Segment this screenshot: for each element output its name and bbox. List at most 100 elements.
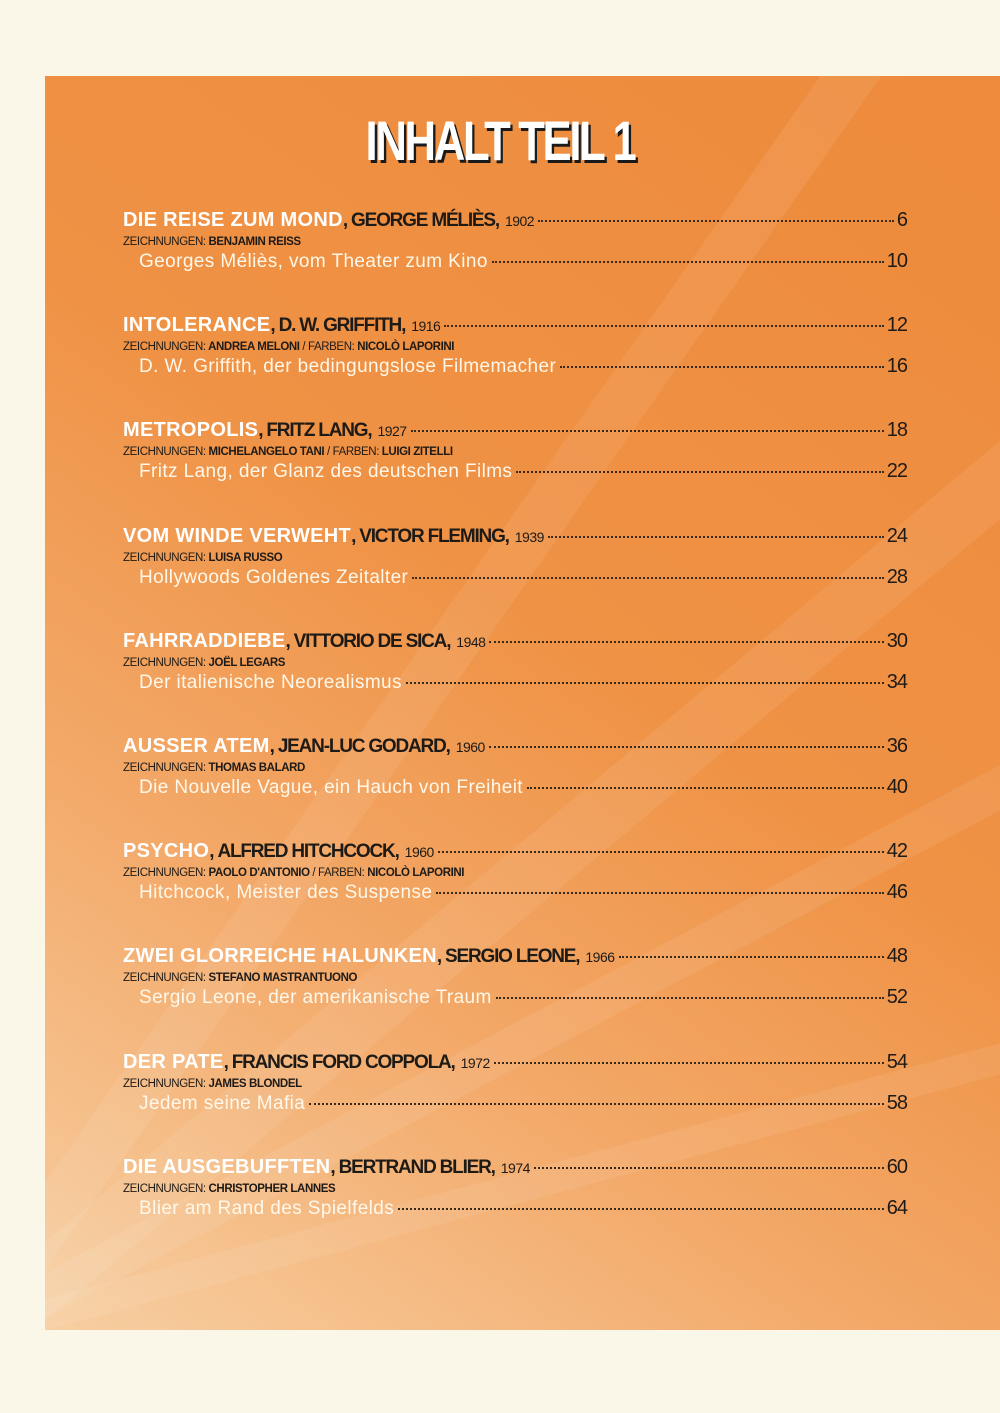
illustrator: ANDREA MELONI: [208, 341, 300, 354]
page-number: 54: [886, 1050, 908, 1073]
year: 1974: [500, 1159, 531, 1176]
comma: ,: [445, 735, 451, 757]
credits: ZEICHNUNGEN: MICHELANGELO TANI / FARBEN:…: [123, 446, 907, 458]
film-title: AUSSER ATEM: [123, 734, 270, 757]
comma: ,: [450, 1051, 456, 1073]
drawings-label: ZEICHNUNGEN:: [123, 446, 206, 459]
director: D. W. GRIFFITH: [278, 315, 403, 337]
drawings-label: ZEICHNUNGEN:: [123, 1077, 206, 1090]
toc-entry: FAHRRADDIEBE, VITTORIO DE SICA, 1948 30 Z…: [123, 630, 908, 735]
toc-entry: VOM WINDE VERWEHT, VICTOR FLEMING, 1939 2…: [123, 524, 908, 630]
film-title: VOM WINDE VERWEHT: [123, 524, 352, 547]
essay-row[interactable]: Sergio Leone, der amerikanische Traum 52: [123, 986, 908, 1009]
credits: ZEICHNUNGEN: BENJAMIN REISS: [123, 236, 907, 248]
page-number: 22: [886, 460, 908, 483]
orange-panel: [45, 76, 1000, 1330]
page-title: INHALT TEIL 1: [365, 109, 637, 172]
comma: ,: [401, 315, 406, 337]
director: GEORGE MÉLIÈS: [351, 210, 496, 231]
comma: ,: [285, 630, 294, 652]
essay-row[interactable]: Hitchcock, Meister des Suspense 46: [123, 881, 908, 904]
dot-leader: [412, 576, 884, 579]
film-row[interactable]: VOM WINDE VERWEHT, VICTOR FLEMING, 1939 2…: [123, 524, 908, 548]
essay-title: Georges Méliès, vom Theater zum Kino: [139, 251, 488, 272]
film-row[interactable]: METROPOLIS, FRITZ LANG, 1927 18: [123, 419, 908, 442]
toc-entry: METROPOLIS, FRITZ LANG, 1927 18 ZEICHNUNG…: [123, 419, 908, 524]
colors-label: FARBEN:: [332, 446, 380, 459]
film-row[interactable]: DER PATE, FRANCIS FORD COPPOLA, 1972 54: [123, 1050, 908, 1074]
film-title: PSYCHO: [123, 840, 210, 863]
essay-row[interactable]: Fritz Lang, der Glanz des deutschen Film…: [123, 460, 908, 483]
separator: /: [326, 446, 330, 459]
film-row[interactable]: FAHRRADDIEBE, VITTORIO DE SICA, 1948 30: [123, 630, 908, 653]
director: SERGIO LEONE: [445, 946, 576, 968]
dot-leader: [516, 471, 884, 474]
page-number: 52: [886, 986, 908, 1009]
year: 1948: [456, 633, 486, 650]
comma: ,: [575, 946, 580, 968]
page-number: 10: [886, 250, 908, 272]
dot-leader: [491, 261, 884, 263]
film-row[interactable]: PSYCHO, ALFRED HITCHCOCK, 1960 42: [123, 840, 908, 863]
essay-row[interactable]: Hollywoods Goldenes Zeitalter 28: [123, 566, 908, 589]
film-row[interactable]: ZWEI GLORREICHE HALUNKEN, SERGIO LEONE, 1…: [123, 945, 908, 968]
comma: ,: [270, 315, 279, 337]
dot-leader: [618, 956, 884, 959]
toc-entry: INTOLERANCE, D. W. GRIFFITH, 1916 12 ZEIC…: [123, 314, 908, 419]
director: BERTRAND BLIER: [338, 1156, 492, 1178]
colorist: LUIGI ZITELLI: [381, 446, 453, 459]
drawings-label: ZEICHNUNGEN:: [123, 1182, 206, 1195]
illustrator: CHRISTOPHER LANNES: [208, 1182, 336, 1195]
film-title: DER PATE: [123, 1050, 224, 1073]
comma: ,: [223, 1051, 232, 1073]
drawings-label: ZEICHNUNGEN:: [123, 551, 206, 564]
page-number: 34: [886, 670, 908, 693]
dot-leader: [444, 325, 884, 328]
film-row[interactable]: AUSSER ATEM, JEAN-LUC GODARD, 1960 36: [123, 734, 908, 758]
toc-entry: PSYCHO, ALFRED HITCHCOCK, 1960 42 ZEICHNU…: [123, 840, 908, 945]
film-row[interactable]: DIE AUSGEBUFFTEN, BERTRAND BLIER, 1974 60: [123, 1155, 908, 1179]
page-number: 24: [886, 524, 908, 547]
drawings-label: ZEICHNUNGEN:: [123, 656, 206, 669]
director: VITTORIO DE SICA: [293, 630, 448, 652]
comma: ,: [209, 841, 218, 863]
essay-title: Blier am Rand des Spielfelds: [139, 1197, 395, 1219]
colors-label: FARBEN:: [318, 867, 365, 880]
director: FRITZ LANG: [266, 420, 368, 442]
film-title: METROPOLIS: [123, 419, 259, 442]
table-of-contents: DIE REISE ZUM MOND, GEORGE MÉLIÈS, 1902 6…: [123, 209, 908, 1261]
essay-title: Hollywoods Goldenes Zeitalter: [139, 566, 409, 588]
page-number: 60: [886, 1155, 908, 1178]
separator: /: [312, 867, 316, 880]
colors-label: FARBEN:: [307, 341, 355, 354]
dot-leader: [410, 430, 884, 433]
essay-row[interactable]: Der italienische Neorealismus 34: [123, 670, 908, 694]
essay-row[interactable]: Die Nouvelle Vague, ein Hauch von Freihe…: [123, 776, 908, 799]
toc-entry: DIE REISE ZUM MOND, GEORGE MÉLIÈS, 1902 6…: [123, 209, 908, 314]
comma: ,: [330, 1156, 339, 1178]
toc-entry: DIE AUSGEBUFFTEN, BERTRAND BLIER, 1974 60…: [123, 1155, 908, 1261]
comma: ,: [504, 525, 510, 547]
illustrator: STEFANO MASTRANTUONO: [208, 972, 358, 985]
film-row[interactable]: DIE REISE ZUM MOND, GEORGE MÉLIÈS, 1902 6: [123, 209, 908, 232]
dot-leader: [493, 1061, 884, 1064]
page-number: 12: [886, 314, 908, 337]
page-number: 48: [886, 945, 908, 968]
year: 1902: [504, 213, 535, 229]
essay-title: Die Nouvelle Vague, ein Hauch von Freihe…: [139, 776, 523, 798]
essay-row[interactable]: Jedem seine Mafia 58: [123, 1092, 908, 1115]
essay-row[interactable]: Blier am Rand des Spielfelds 64: [123, 1197, 908, 1220]
credits: ZEICHNUNGEN: THOMAS BALARD: [123, 762, 907, 774]
essay-row[interactable]: D. W. Griffith, der bedingungslose Filme…: [123, 355, 908, 378]
toc-entry: AUSSER ATEM, JEAN-LUC GODARD, 1960 36 ZEI…: [123, 734, 908, 840]
credits: ZEICHNUNGEN: LUISA RUSSO: [123, 552, 907, 564]
film-title: ZWEI GLORREICHE HALUNKEN: [123, 945, 437, 968]
essay-row[interactable]: Georges Méliès, vom Theater zum Kino 10: [123, 250, 908, 273]
dot-leader: [398, 1207, 884, 1210]
director: ALFRED HITCHCOCK: [217, 841, 395, 863]
film-row[interactable]: INTOLERANCE, D. W. GRIFFITH, 1916 12: [123, 314, 908, 337]
year: 1916: [411, 318, 441, 335]
credits: ZEICHNUNGEN: ANDREA MELONI / FARBEN: NIC…: [123, 341, 907, 353]
essay-title: Fritz Lang, der Glanz des deutschen Film…: [139, 461, 513, 483]
page-number: 18: [886, 419, 908, 442]
